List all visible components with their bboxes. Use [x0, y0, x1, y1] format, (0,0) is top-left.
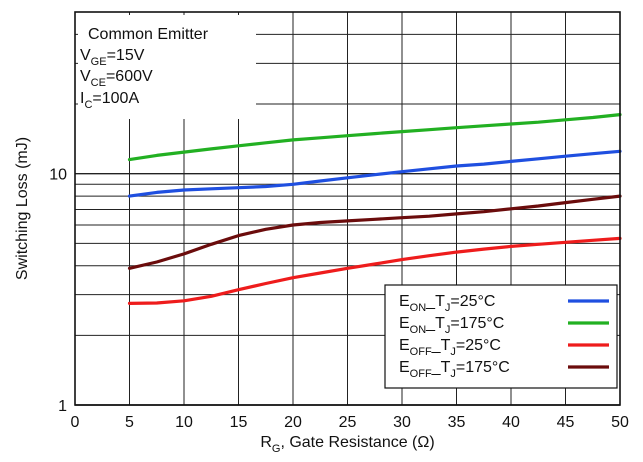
plot-frame — [74, 11, 621, 406]
condition-line-part: =600V — [106, 68, 153, 85]
legend-entry-label: EON_TJ=175°C — [399, 315, 504, 336]
condition-line-part: =15V — [107, 47, 145, 64]
y-tick-label: 1 — [58, 398, 67, 415]
legend-entry-label-part: _T — [425, 315, 445, 332]
condition-line-part: C — [84, 99, 92, 111]
x-tick-label: 0 — [71, 414, 80, 431]
tick-labels: 0 5 10 15 20 25 30 35 40 45 50 1 10 — [49, 167, 629, 431]
x-tick-label: 20 — [284, 414, 302, 431]
x-axis-label-rest: , Gate Resistance (Ω) — [280, 434, 434, 451]
series-line — [127, 236, 622, 305]
condition-line: Common Emitter — [88, 26, 209, 43]
legend-entry-label-part: J — [445, 302, 451, 314]
condition-line-part: V — [80, 68, 91, 85]
x-tick-label: 35 — [448, 414, 466, 431]
legend-entry-label-part: ON — [410, 302, 427, 314]
legend-entry-label-part: =175°C — [450, 315, 504, 332]
legend-entry-label-part: E — [399, 337, 410, 354]
legend-entry-label-part: E — [399, 315, 410, 332]
series-line — [127, 113, 622, 162]
legend-entry-label-part: _T — [431, 359, 451, 376]
legend-entry-label-part: E — [399, 359, 410, 376]
legend-entry-label: EON_TJ=25°C — [399, 293, 495, 314]
x-axis-label-sub: G — [272, 443, 281, 455]
legend-entry-label-part: _T — [425, 293, 445, 310]
legend-entry-label-part: J — [450, 346, 456, 358]
y-axis-label: Switching Loss (mJ) — [14, 137, 31, 280]
series-layer — [127, 113, 622, 305]
legend-entry-label-part: ON — [410, 324, 427, 336]
y-tick-label: 10 — [49, 167, 67, 184]
legend-entry-label-part: _T — [431, 337, 451, 354]
legend-entry-label-part: J — [450, 368, 456, 380]
condition-line-part: =100A — [92, 90, 139, 107]
x-tick-label: 45 — [557, 414, 575, 431]
series-line — [127, 149, 622, 198]
legend-entry-label: EOFF_TJ=25°C — [399, 337, 501, 358]
x-tick-label: 40 — [502, 414, 520, 431]
x-axis-label: RG, Gate Resistance (Ω) — [260, 434, 434, 455]
x-tick-label: 50 — [611, 414, 629, 431]
x-axis-label-main: R — [260, 434, 272, 451]
condition-line-part: Common Emitter — [88, 26, 209, 43]
legend-entry-label-part: E — [399, 293, 410, 310]
x-tick-label: 5 — [125, 414, 134, 431]
conditions-background — [78, 15, 256, 119]
legend: EON_TJ=25°CEON_TJ=175°CEOFF_TJ=25°CEOFF_… — [384, 284, 618, 389]
legend-entry-label-part: =25°C — [456, 337, 501, 354]
condition-line: VCE=600V — [80, 68, 153, 89]
legend-entry-label-part: =25°C — [450, 293, 495, 310]
legend-entry-label-part: OFF — [410, 368, 432, 380]
legend-entry-label-part: =175°C — [456, 359, 510, 376]
series-line — [127, 194, 622, 270]
legend-entry-label: EOFF_TJ=175°C — [399, 359, 510, 380]
condition-line: IC=100A — [80, 90, 139, 111]
x-tick-label: 30 — [393, 414, 411, 431]
legend-entry-label-part: OFF — [410, 346, 432, 358]
x-tick-label: 15 — [230, 414, 248, 431]
condition-line: VGE=15V — [80, 47, 145, 68]
x-tick-label: 25 — [339, 414, 357, 431]
condition-line-part: I — [80, 90, 84, 107]
legend-entry-label-part: J — [445, 324, 451, 336]
x-tick-label: 10 — [175, 414, 193, 431]
condition-line-part: CE — [91, 77, 106, 89]
condition-line-part: V — [80, 47, 91, 64]
condition-line-part: GE — [91, 56, 107, 68]
